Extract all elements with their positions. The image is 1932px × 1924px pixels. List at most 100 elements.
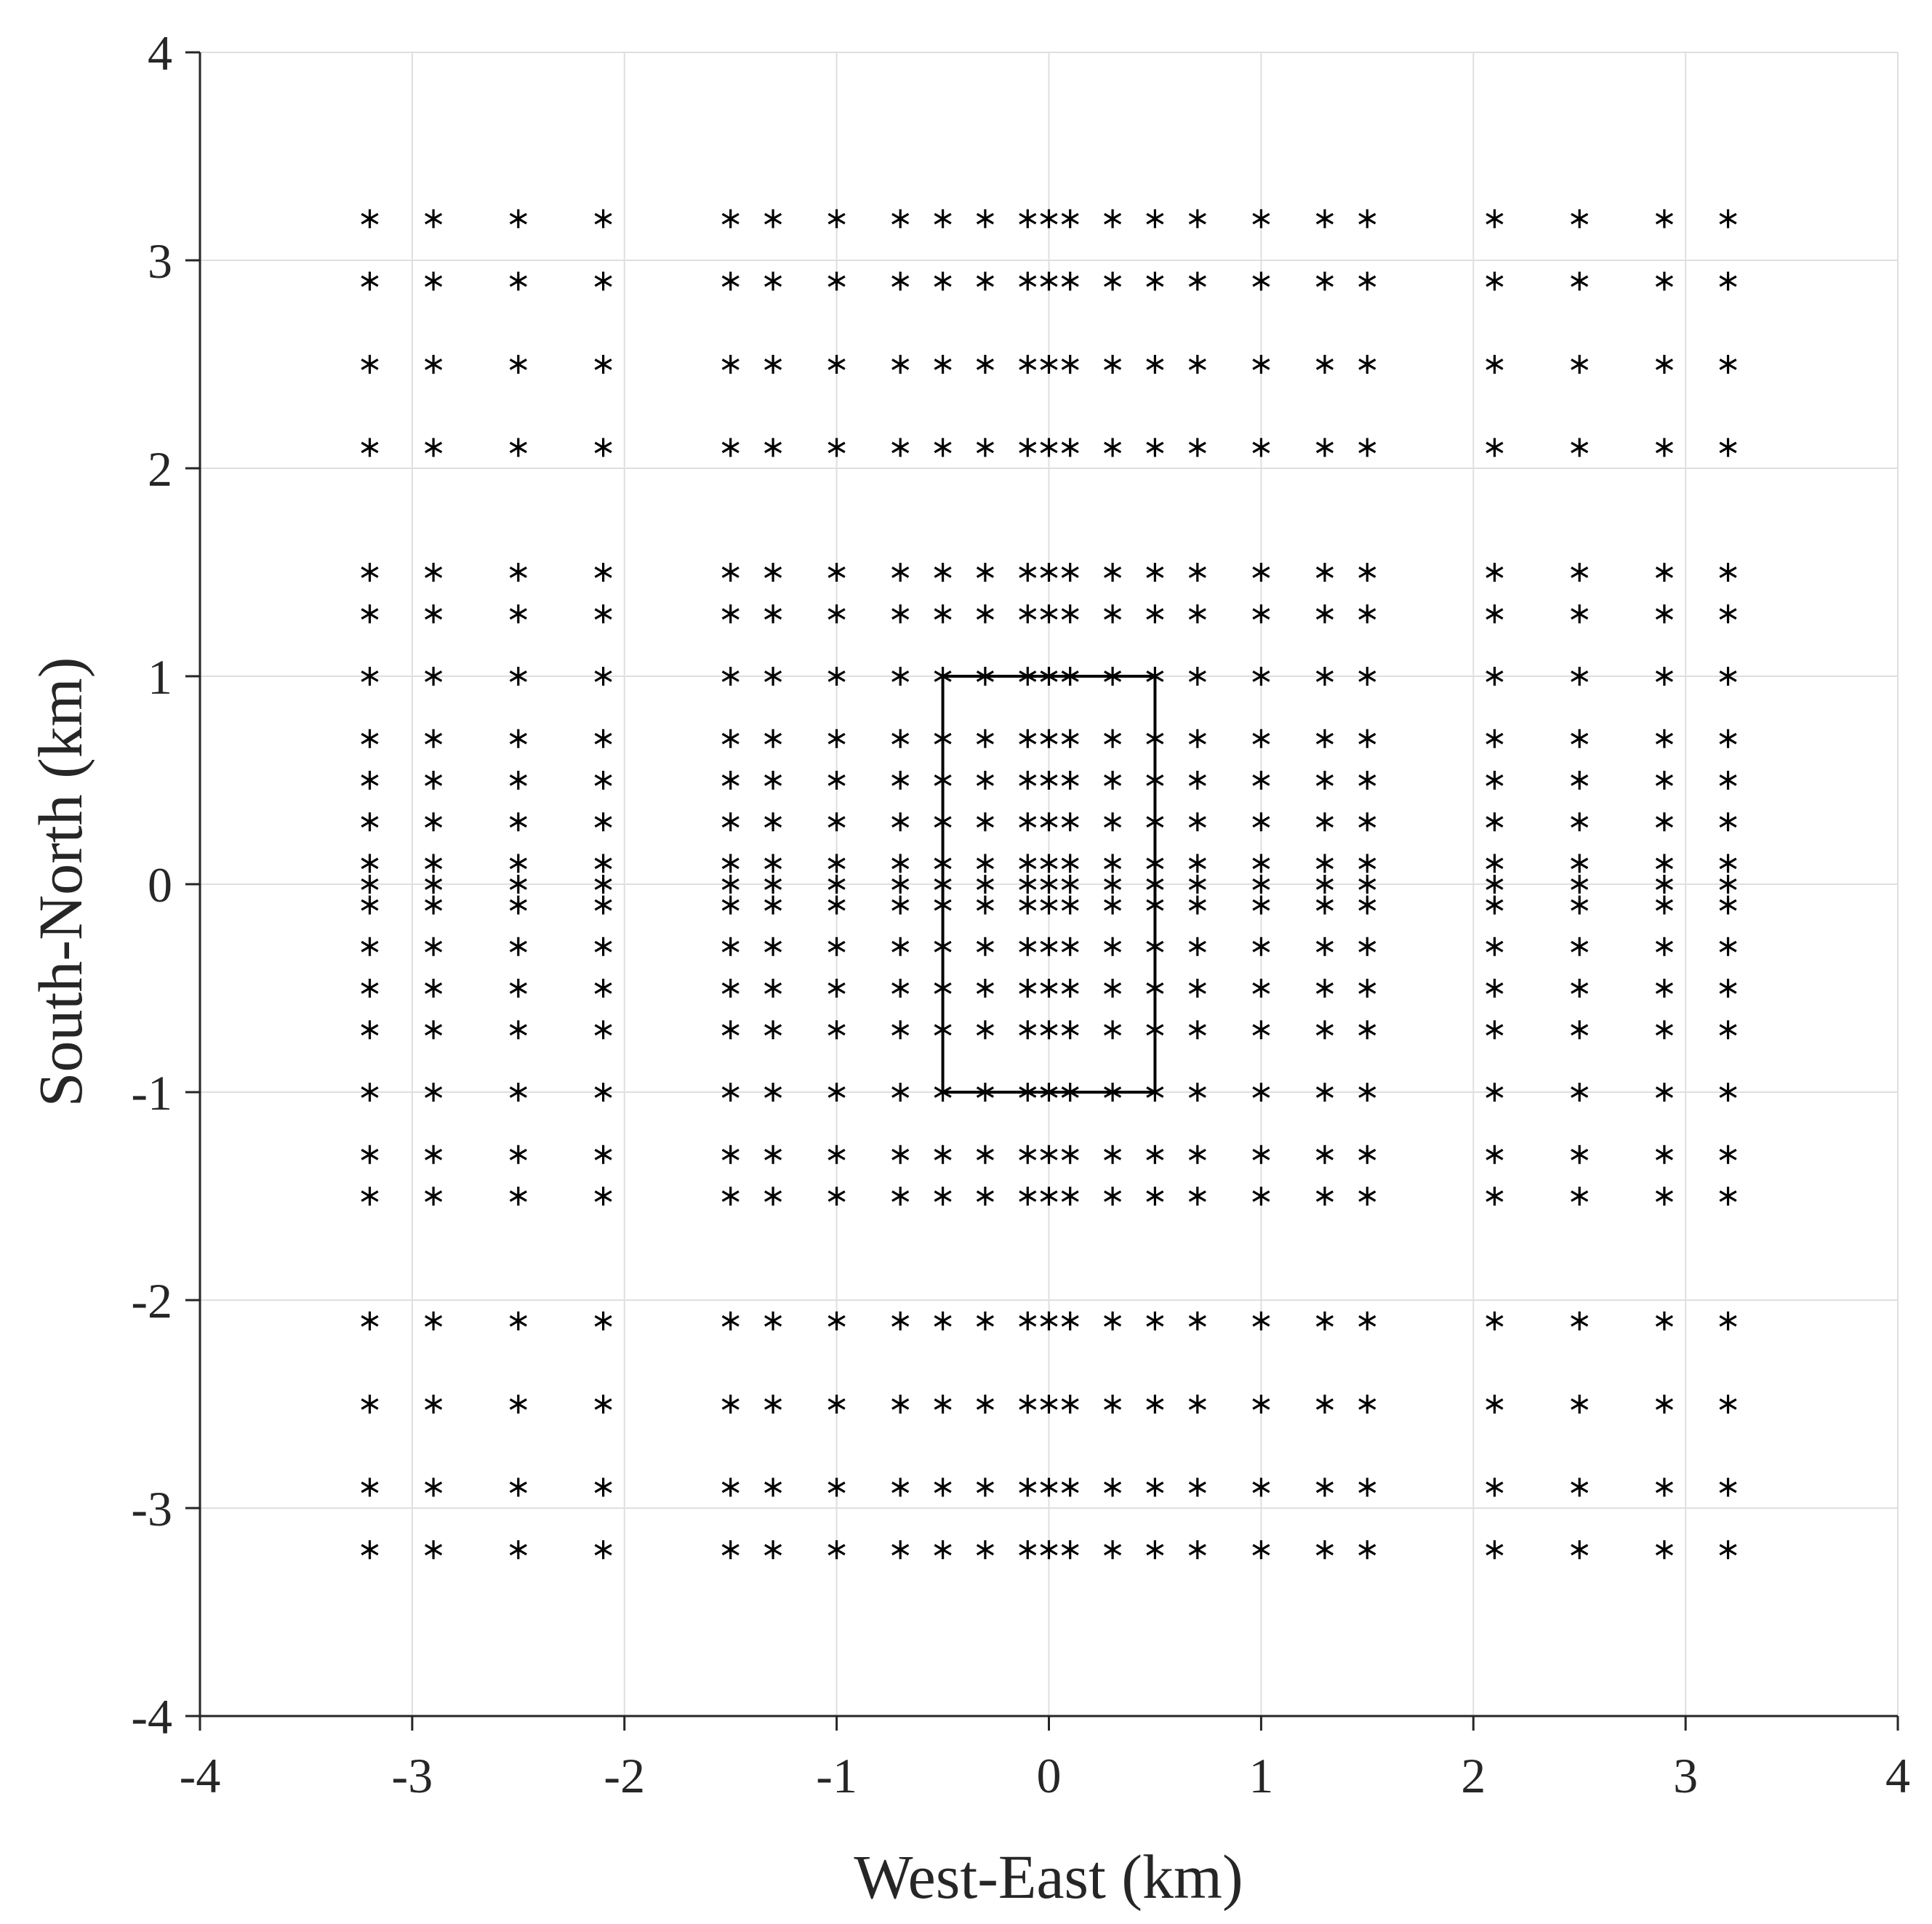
data-point <box>1061 1478 1079 1497</box>
asterisk-marker <box>1486 1145 1504 1164</box>
asterisk-marker <box>721 563 739 582</box>
asterisk-marker <box>425 1478 443 1497</box>
data-point <box>1486 854 1504 873</box>
asterisk-marker <box>891 979 910 998</box>
data-point <box>1040 563 1058 582</box>
asterisk-marker <box>1061 1478 1079 1497</box>
asterisk-marker <box>721 1187 739 1206</box>
asterisk-marker <box>976 1020 994 1040</box>
asterisk-marker <box>1061 1020 1079 1040</box>
asterisk-marker <box>934 209 952 228</box>
asterisk-marker <box>361 1311 379 1331</box>
data-point <box>827 667 846 686</box>
asterisk-marker <box>1358 604 1376 624</box>
asterisk-marker <box>934 1478 952 1497</box>
data-point <box>1486 729 1504 748</box>
asterisk-marker <box>1486 355 1504 374</box>
asterisk-marker <box>764 209 782 228</box>
data-point <box>1061 563 1079 582</box>
data-point <box>1146 1145 1164 1164</box>
data-point <box>891 812 910 832</box>
data-point <box>721 667 739 686</box>
asterisk-marker <box>1719 1395 1737 1414</box>
data-point <box>1188 1540 1206 1560</box>
asterisk-marker <box>361 854 379 873</box>
data-point <box>934 604 952 624</box>
asterisk-marker <box>827 1145 846 1164</box>
asterisk-marker <box>1104 937 1122 956</box>
data-point <box>1571 1187 1589 1206</box>
data-point <box>721 1187 739 1206</box>
data-point <box>1719 812 1737 832</box>
asterisk-marker <box>1188 1311 1206 1331</box>
asterisk-marker <box>1040 271 1058 291</box>
asterisk-marker <box>1571 1020 1589 1040</box>
asterisk-marker <box>509 271 527 291</box>
asterisk-marker <box>1655 1187 1673 1206</box>
data-point <box>1486 1020 1504 1040</box>
data-point <box>1655 438 1673 457</box>
asterisk-marker <box>509 979 527 998</box>
y-tick-label: -3 <box>131 1481 172 1536</box>
data-point <box>1486 563 1504 582</box>
asterisk-marker <box>976 812 994 832</box>
asterisk-marker <box>1315 854 1334 873</box>
asterisk-marker <box>721 729 739 748</box>
data-point <box>1719 1187 1737 1206</box>
data-point <box>1719 729 1737 748</box>
data-point <box>1571 937 1589 956</box>
asterisk-marker <box>1252 1020 1270 1040</box>
data-point <box>1571 895 1589 915</box>
data-point <box>509 1478 527 1497</box>
data-point <box>976 854 994 873</box>
asterisk-marker <box>1146 271 1164 291</box>
data-point <box>1104 1540 1122 1560</box>
asterisk-marker <box>764 1187 782 1206</box>
asterisk-marker <box>891 355 910 374</box>
asterisk-marker <box>425 209 443 228</box>
asterisk-marker <box>1571 729 1589 748</box>
data-point <box>1104 771 1122 790</box>
asterisk-marker <box>425 438 443 457</box>
asterisk-marker <box>1146 604 1164 624</box>
data-point <box>1061 729 1079 748</box>
data-point <box>1061 1145 1079 1164</box>
asterisk-marker <box>1188 438 1206 457</box>
data-point <box>721 209 739 228</box>
asterisk-marker <box>1655 1540 1673 1560</box>
asterisk-marker <box>1315 937 1334 956</box>
asterisk-marker <box>1719 1020 1737 1040</box>
data-point <box>1315 875 1334 894</box>
data-point <box>1252 875 1270 894</box>
asterisk-marker <box>594 895 612 915</box>
asterisk-marker <box>1358 209 1376 228</box>
data-point <box>764 812 782 832</box>
asterisk-marker <box>361 1083 379 1102</box>
data-point <box>425 895 443 915</box>
asterisk-marker <box>361 729 379 748</box>
asterisk-marker <box>1571 895 1589 915</box>
asterisk-marker <box>361 1187 379 1206</box>
y-tick-label: 1 <box>148 649 172 705</box>
asterisk-marker <box>1486 729 1504 748</box>
asterisk-marker <box>1358 875 1376 894</box>
asterisk-marker <box>1104 1020 1122 1040</box>
asterisk-marker <box>1571 355 1589 374</box>
data-point <box>1719 563 1737 582</box>
asterisk-marker <box>1655 729 1673 748</box>
asterisk-marker <box>827 771 846 790</box>
data-point <box>1104 1395 1122 1414</box>
asterisk-marker <box>1061 1395 1079 1414</box>
data-point <box>1019 271 1037 291</box>
asterisk-marker <box>425 1083 443 1102</box>
asterisk-marker <box>1358 667 1376 686</box>
data-point <box>891 271 910 291</box>
data-point <box>1719 771 1737 790</box>
asterisk-marker <box>1019 438 1037 457</box>
data-point <box>1486 1395 1504 1414</box>
data-point <box>1188 355 1206 374</box>
asterisk-marker <box>1252 937 1270 956</box>
asterisk-marker <box>509 1145 527 1164</box>
data-point <box>891 937 910 956</box>
data-point <box>1040 209 1058 228</box>
